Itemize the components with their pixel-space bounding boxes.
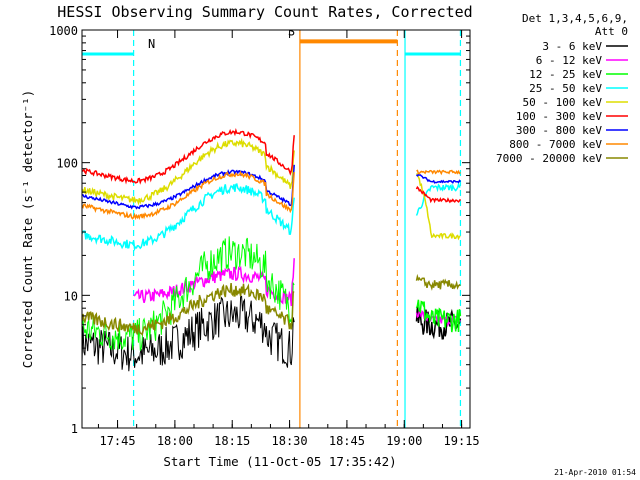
legend-entry-label: 300 - 800 keV	[516, 124, 602, 137]
series-line-post	[415, 273, 461, 291]
flag-bars: NS	[82, 24, 461, 56]
x-tick-label: 18:00	[157, 434, 193, 448]
legend-header: Att 0	[595, 25, 628, 38]
series-line-pre	[133, 258, 295, 307]
series-line-pre	[82, 183, 295, 252]
legend-entry-label: 25 - 50 keV	[529, 82, 602, 95]
plot-area: NS	[81, 24, 471, 429]
x-tick-label: 18:45	[329, 434, 365, 448]
series-line-pre	[82, 295, 295, 372]
x-axis-ticks: 17:45 18:00 18:15 18:30 18:45 19:00 19:15	[97, 30, 480, 448]
y-tick-label: 100	[56, 157, 78, 171]
series-line-post	[416, 172, 461, 241]
vertical-marker-lines	[133, 30, 462, 428]
legend-entry-label: 12 - 25 keV	[529, 68, 602, 81]
series-line-pre	[82, 170, 295, 221]
y-axis-ticks: 1 10 100 1000	[49, 24, 470, 436]
plot-frame	[81, 29, 471, 429]
y-tick-label: 1	[71, 422, 78, 436]
series-line-post	[415, 185, 462, 204]
series-line-pre	[82, 128, 295, 185]
series-line-pre	[82, 137, 295, 206]
x-tick-label: 18:15	[214, 434, 250, 448]
legend-header: Det 1,3,4,5,6,9,	[522, 12, 628, 25]
series-line-post	[415, 173, 461, 184]
series-line-pre	[82, 164, 295, 210]
legend-entry-label: 50 - 100 keV	[523, 96, 603, 109]
x-tick-label: 19:00	[386, 434, 422, 448]
x-axis-label: Start Time (11-Oct-05 17:35:42)	[163, 454, 396, 469]
legend-entry-label: 100 - 300 keV	[516, 110, 602, 123]
chart-title: HESSI Observing Summary Count Rates, Cor…	[57, 3, 472, 21]
y-tick-label: 1000	[49, 24, 78, 38]
series-line-pre	[82, 283, 295, 337]
flag-label: S	[288, 24, 295, 38]
legend-entry-label: 6 - 12 keV	[536, 54, 603, 67]
series-group	[82, 128, 462, 372]
series-line-post	[415, 299, 462, 333]
flag-label: N	[148, 37, 155, 51]
legend-entry-label: 3 - 6 keV	[542, 40, 602, 53]
series-line-pre	[82, 236, 295, 351]
series-line-post	[415, 182, 461, 216]
x-tick-label: 17:45	[99, 434, 135, 448]
timestamp: 21-Apr-2010 01:54	[554, 468, 636, 477]
legend-entry-label: 800 - 7000 keV	[509, 138, 602, 151]
y-axis-label: Corrected Count Rate (s⁻¹ detector⁻¹)	[20, 90, 35, 368]
series-line-post	[416, 169, 461, 176]
x-tick-label: 19:15	[444, 434, 480, 448]
legend-entry-label: 7000 - 20000 keV	[496, 152, 602, 165]
x-tick-label: 18:30	[272, 434, 308, 448]
y-tick-label: 10	[64, 289, 78, 303]
